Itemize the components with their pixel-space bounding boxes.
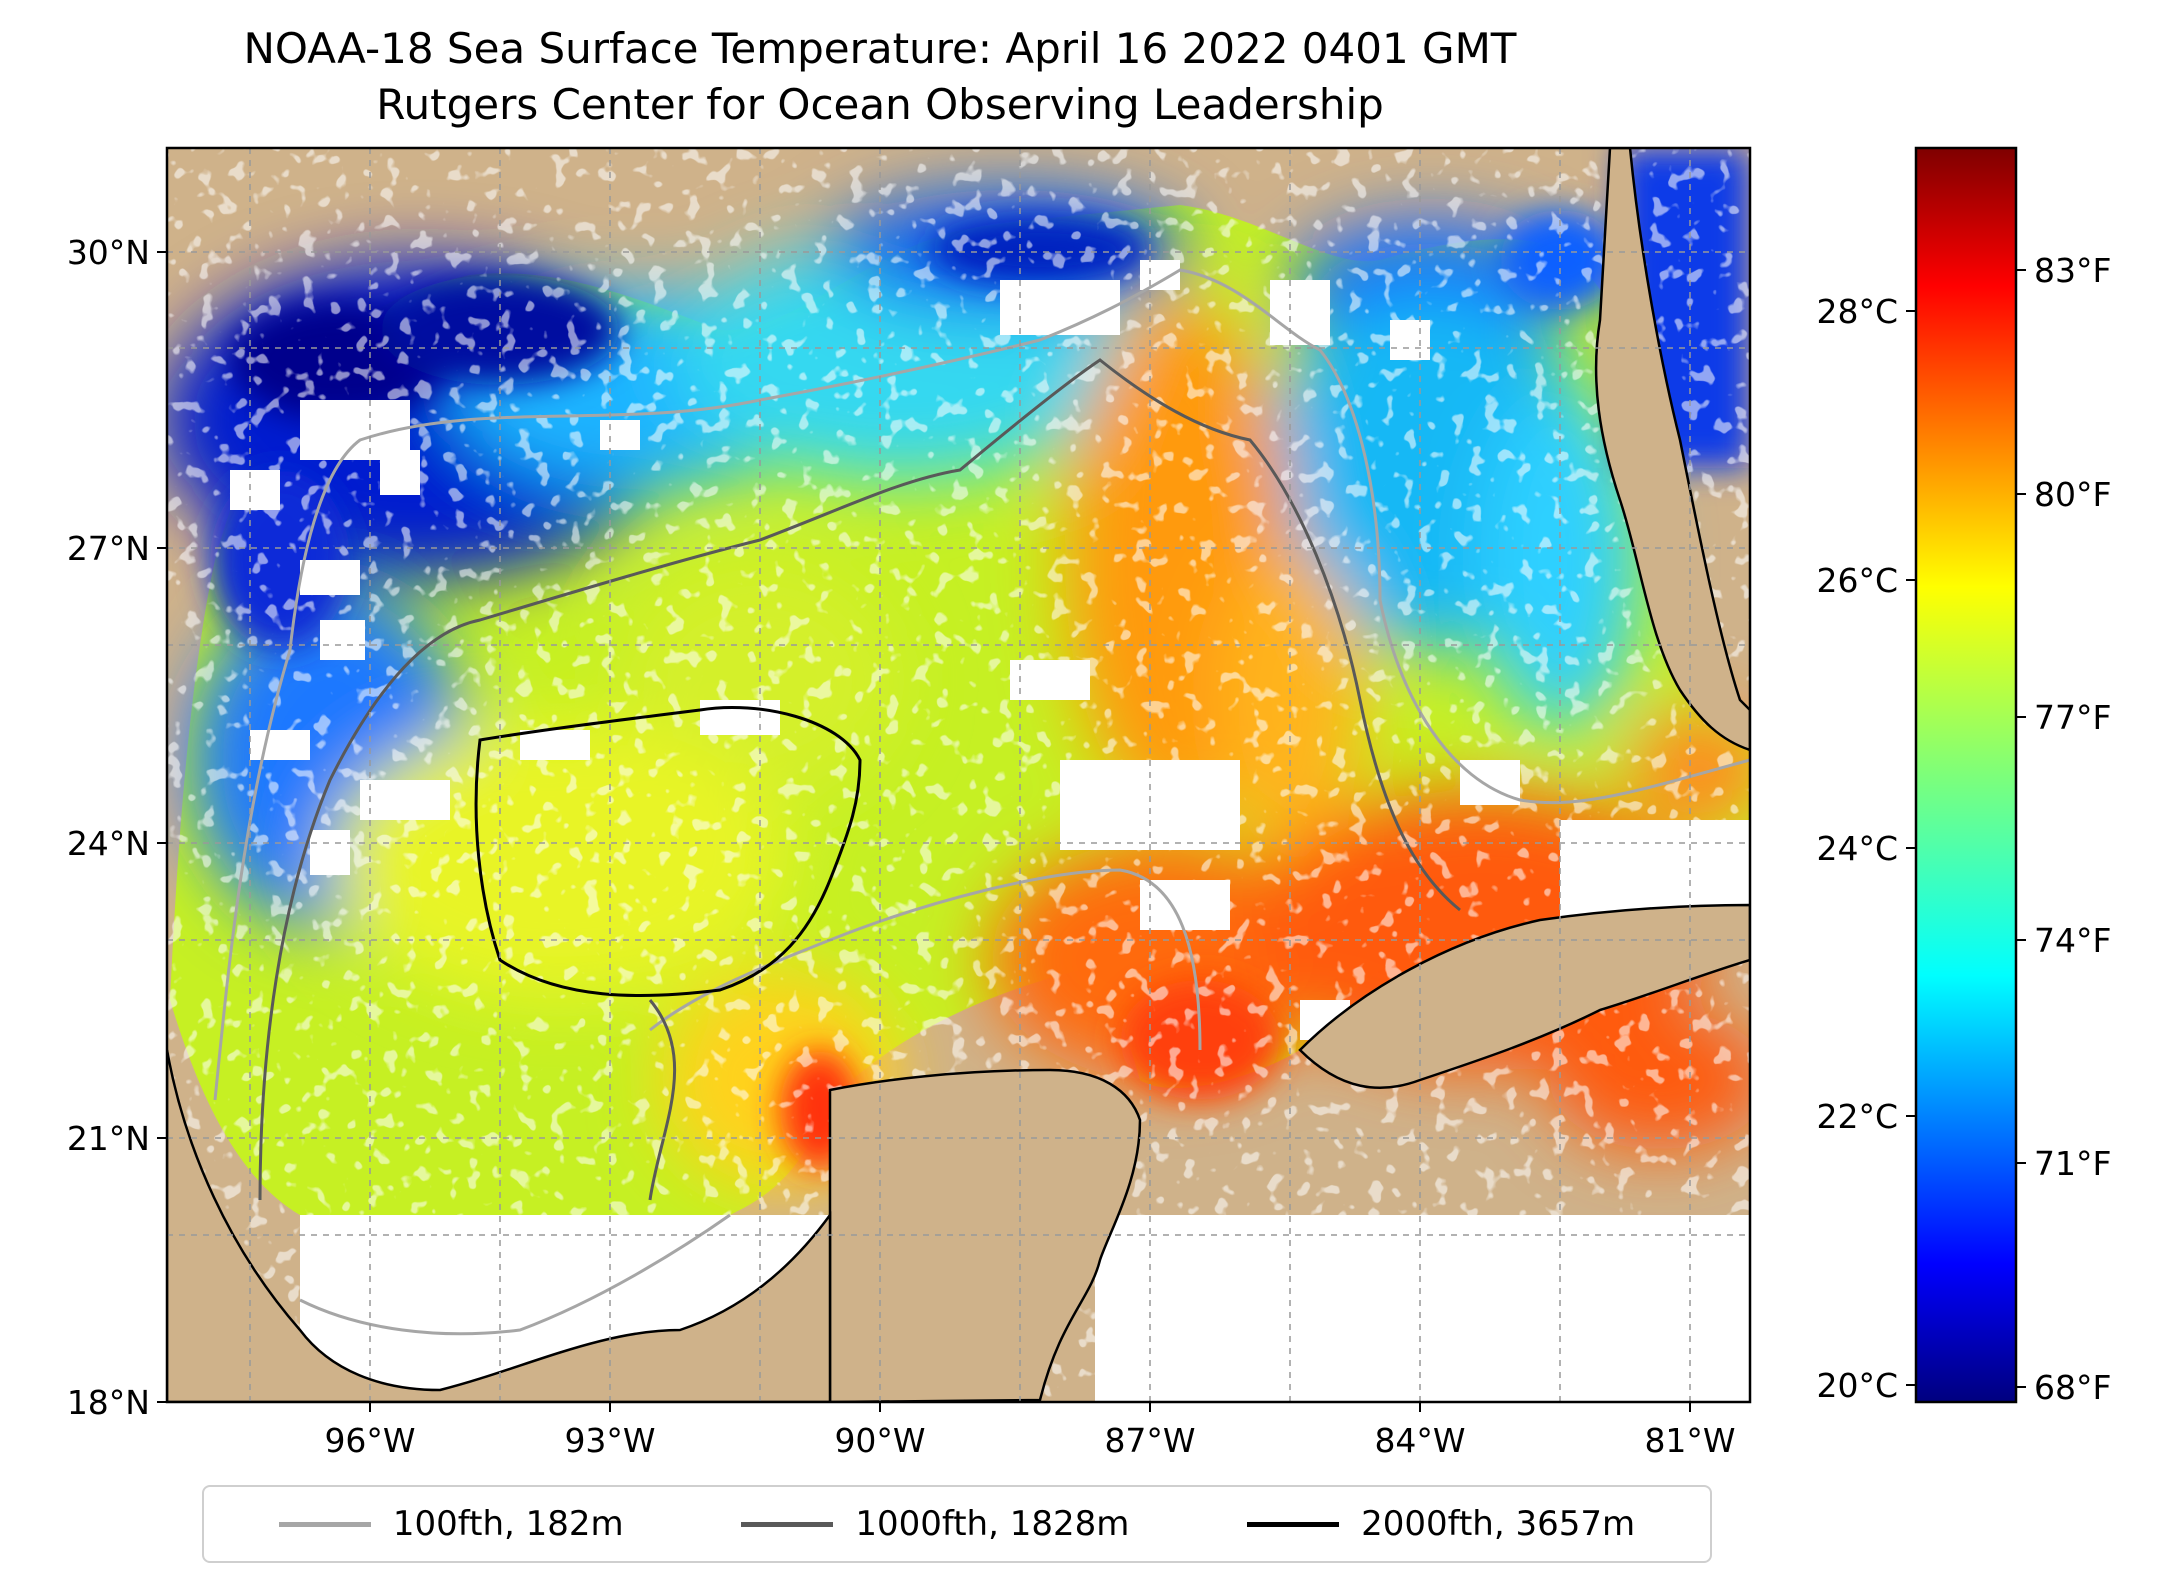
contour-100fth — [213, 268, 1750, 1101]
legend-item-2000fth: 2000fth, 3657m — [1247, 1504, 1635, 1544]
celsius-label: 28°C — [1816, 292, 1898, 331]
lat-label: 21°N — [67, 1119, 150, 1158]
contour-2000fth — [474, 706, 862, 998]
fahrenheit-label: 83°F — [2034, 251, 2111, 290]
legend-label: 1000fth, 1828m — [855, 1504, 1130, 1544]
contour-legend: 100fth, 182m 1000fth, 1828m 2000fth, 365… — [202, 1485, 1712, 1563]
legend-item-1000fth: 1000fth, 1828m — [741, 1504, 1129, 1544]
colorbar-gradient — [1914, 146, 2018, 1404]
legend-label: 2000fth, 3657m — [1361, 1504, 1636, 1544]
lon-label: 90°W — [834, 1421, 925, 1460]
latitude-axis: 30°N 27°N 24°N 21°N 18°N — [67, 233, 167, 1422]
colorbar: 28°C 26°C 24°C 22°C 20°C 83°F 80°F 77°F … — [1816, 146, 2111, 1407]
map-subtitle: Rutgers Center for Ocean Observing Leade… — [376, 80, 1384, 129]
map-gridlines — [167, 148, 1750, 1402]
celsius-label: 22°C — [1816, 1097, 1898, 1136]
lat-label: 30°N — [67, 233, 150, 272]
lat-label: 18°N — [67, 1383, 150, 1422]
lon-label: 93°W — [564, 1421, 655, 1460]
lon-label: 96°W — [324, 1421, 415, 1460]
fahrenheit-label: 68°F — [2034, 1368, 2111, 1407]
celsius-label: 24°C — [1816, 829, 1898, 868]
celsius-label: 20°C — [1816, 1366, 1898, 1405]
legend-line-icon — [278, 1521, 371, 1527]
lat-label: 27°N — [67, 529, 150, 568]
lat-label: 24°N — [67, 824, 150, 863]
land-outlines — [167, 148, 1750, 1402]
legend-item-100fth: 100fth, 182m — [278, 1504, 624, 1544]
legend-line-icon — [741, 1521, 834, 1527]
lon-label: 87°W — [1104, 1421, 1195, 1460]
map-title: NOAA-18 Sea Surface Temperature: April 1… — [243, 24, 1517, 73]
lon-label: 84°W — [1374, 1421, 1465, 1460]
lon-label: 81°W — [1644, 1421, 1735, 1460]
bathymetry-contours — [213, 268, 1750, 1336]
no-data-band-east — [1095, 1215, 1750, 1402]
celsius-label: 26°C — [1816, 561, 1898, 600]
contour-100fth-south — [299, 868, 1202, 1336]
fahrenheit-label: 77°F — [2034, 698, 2111, 737]
fahrenheit-label: 80°F — [2034, 475, 2111, 514]
longitude-axis: 96°W 93°W 90°W 87°W 84°W 81°W — [324, 1402, 1736, 1460]
contour-1000fth — [258, 358, 1461, 1201]
map-frame — [165, 146, 1752, 1404]
legend-line-icon — [1247, 1521, 1340, 1527]
fahrenheit-label: 74°F — [2034, 921, 2111, 960]
map-area — [167, 148, 1750, 1402]
fahrenheit-label: 71°F — [2034, 1144, 2111, 1183]
legend-label: 100fth, 182m — [392, 1504, 624, 1544]
